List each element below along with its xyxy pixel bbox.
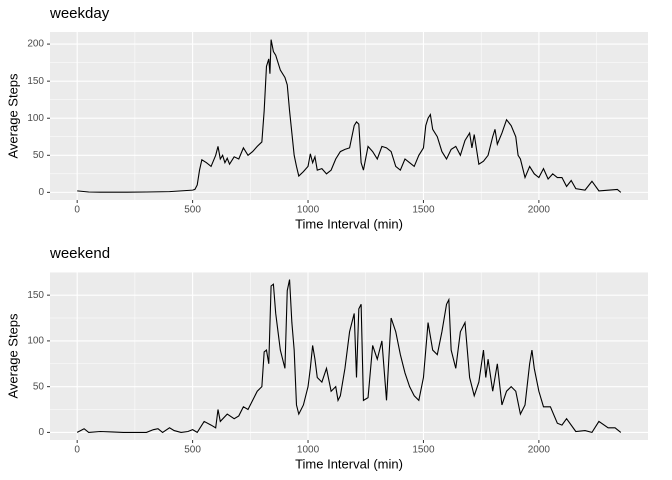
y-axis-title: Average Steps	[5, 313, 20, 399]
panel-title: weekday	[49, 5, 110, 22]
x-axis-title: Time Interval (min)	[295, 216, 403, 231]
y-tick-label: 50	[33, 150, 45, 161]
y-tick-label: 0	[38, 187, 44, 198]
y-tick-label: 100	[27, 336, 44, 347]
x-tick-label: 1500	[412, 205, 435, 216]
x-tick-label: 500	[184, 445, 201, 456]
plot-background	[50, 272, 648, 440]
data-line	[76, 279, 622, 434]
y-tick-label: 0	[38, 427, 44, 438]
y-tick-label: 150	[27, 290, 44, 301]
y-tick-label: 150	[27, 76, 44, 87]
x-tick-label: 0	[74, 205, 80, 216]
y-axis-title: Average Steps	[5, 73, 20, 159]
x-tick-label: 1000	[297, 445, 320, 456]
x-tick-label: 2000	[528, 205, 551, 216]
y-tick-label: 50	[33, 381, 45, 392]
x-tick-label: 2000	[528, 445, 551, 456]
y-tick-label: 100	[27, 113, 44, 124]
data-line	[77, 39, 622, 193]
y-tick-label: 200	[27, 39, 44, 50]
x-tick-label: 1500	[412, 445, 435, 456]
x-tick-label: 500	[184, 205, 201, 216]
x-tick-label: 1000	[297, 205, 320, 216]
plot-background	[50, 32, 648, 200]
x-tick-label: 0	[74, 445, 80, 456]
x-axis-title: Time Interval (min)	[295, 456, 403, 471]
panel-title: weekend	[49, 245, 110, 262]
